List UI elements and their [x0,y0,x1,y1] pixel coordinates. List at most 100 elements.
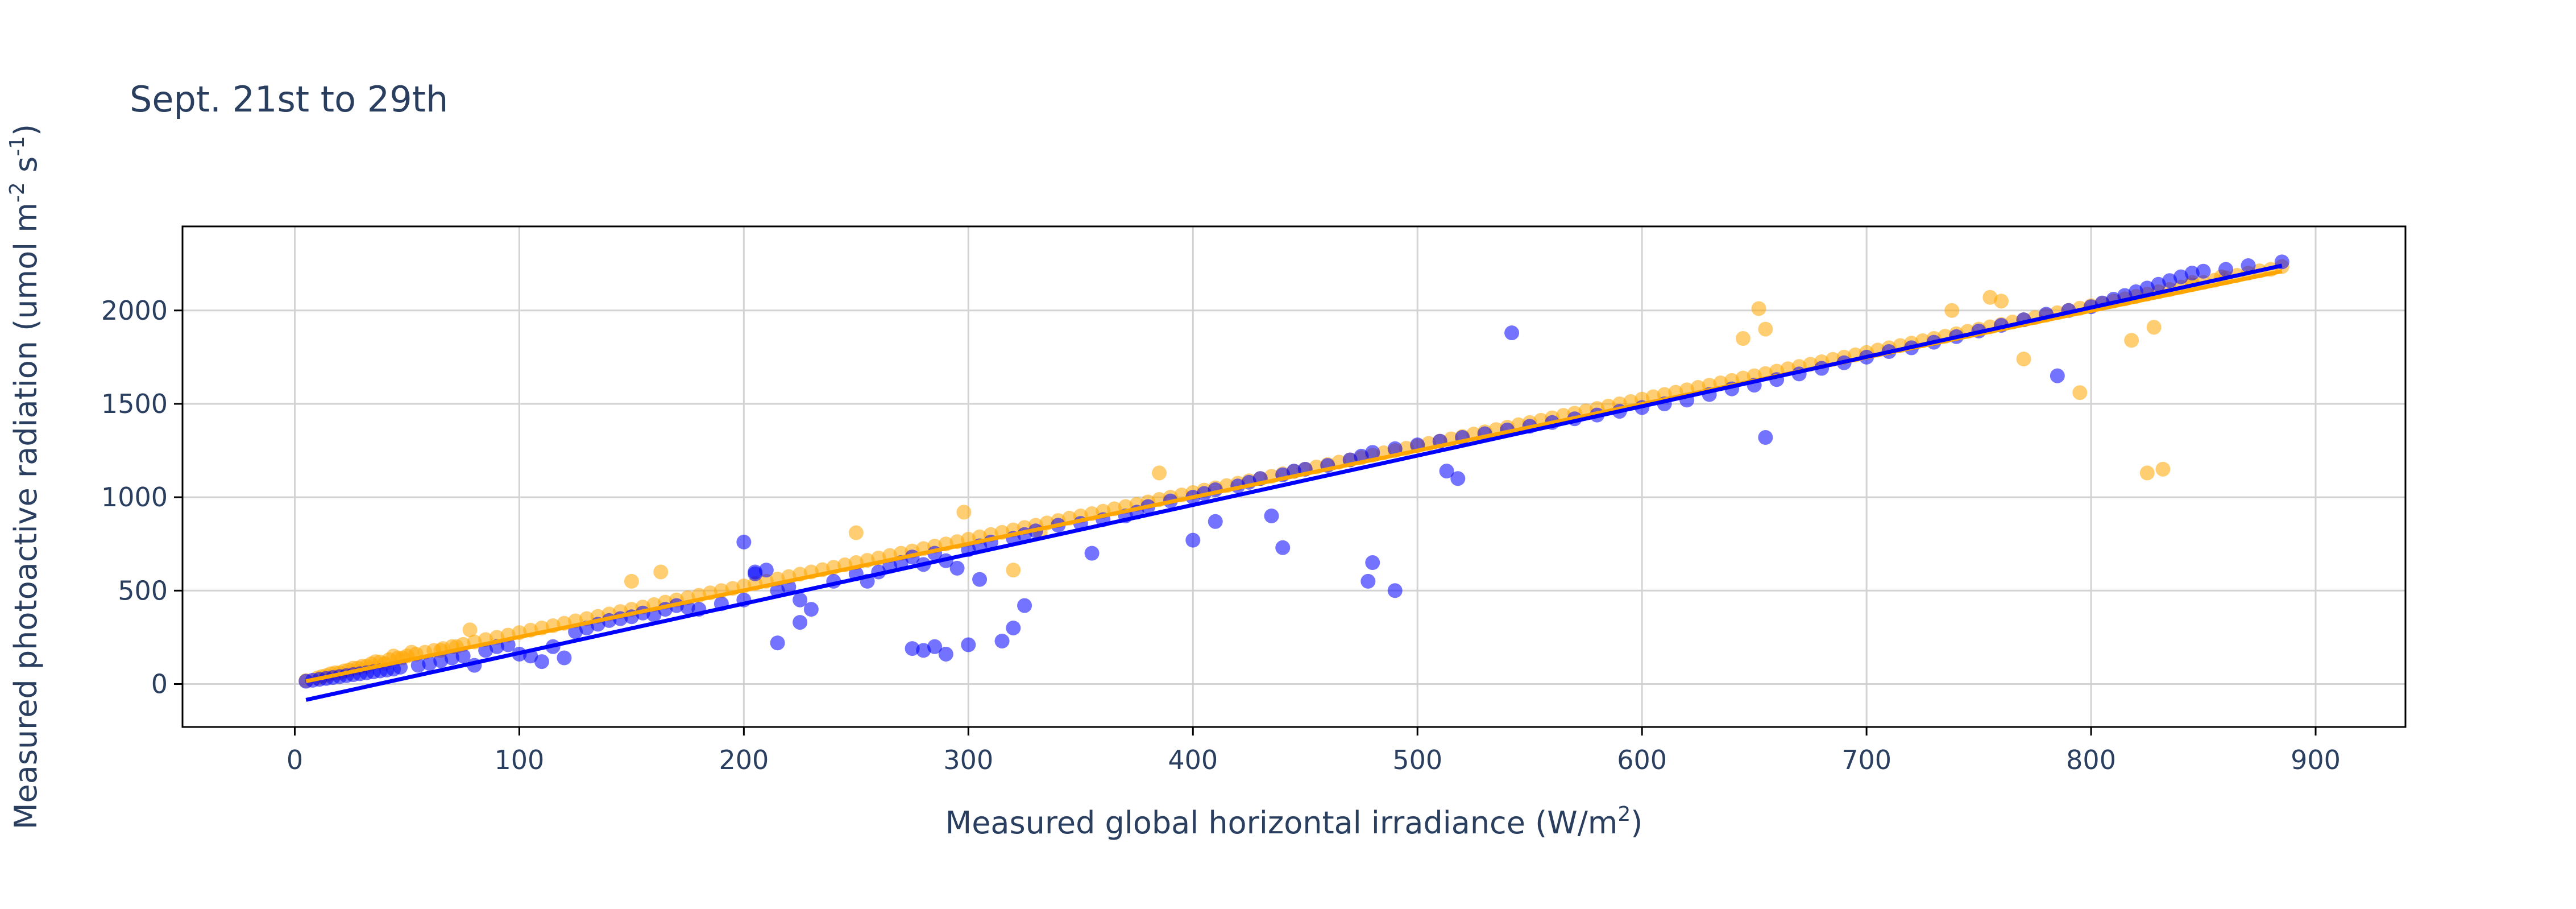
scatter-point [1365,555,1380,571]
scatter-point [848,525,864,540]
scatter-point [2072,385,2088,400]
x-tick-label: 400 [1168,745,1218,775]
scatter-point [1084,546,1100,561]
scatter-point [1275,540,1291,555]
y-axis-label-sup1: -2 [6,182,29,203]
x-tick-label: 0 [287,745,303,775]
plot-frame [181,225,2407,728]
x-tick-label: 800 [2066,745,2116,775]
x-tick-label: 100 [495,745,545,775]
scatter-point [1994,294,2009,309]
chart-title: Sept. 21st to 29th [130,78,448,120]
scatter-point [1439,464,1454,479]
scatter-point [2173,269,2189,284]
scatter-point [938,646,953,662]
scatter-point [2050,368,2065,383]
scatter-point [444,650,459,666]
scatter-point [1006,620,1021,635]
y-tick-label: 1500 [101,389,168,419]
x-axis-label-sup: 2 [1617,803,1631,826]
scatter-point [2241,258,2256,273]
scatter-point [1982,290,1998,305]
x-tick-label: 700 [1841,745,1891,775]
scatter-point [1208,514,1223,529]
scatter-point [1751,301,1766,316]
scatter-point [1735,331,1750,346]
y-tick-labels: 0 500 1000 1500 2000 [101,295,182,699]
scatter-point [803,602,819,617]
scatter-point [748,566,763,581]
x-axis-label-suffix: ) [1631,805,1642,841]
x-tick-labels: 0 100 200 300 400 500 600 700 800 900 [287,727,2341,775]
x-tick-label: 200 [719,745,769,775]
scatter-point [1504,325,1520,341]
x-axis-label: Measured global horizontal irradiance (W… [945,803,1643,841]
y-tick-label: 2000 [101,295,168,326]
scatter-point [1387,583,1403,598]
y-axis-label-suffix: ) [8,124,44,136]
scatter-point [2162,273,2177,288]
scatter-point [905,641,920,656]
x-axis-label-main: Measured global horizontal irradiance (W… [945,805,1618,841]
scatter-point [972,572,988,587]
scatter-point [1758,430,1773,445]
scatter-point [2139,465,2155,481]
scatter-point [2146,320,2162,335]
x-tick-label: 300 [943,745,993,775]
x-tick-label: 600 [1617,745,1667,775]
scatter-point [2151,276,2166,292]
scatter-point [1360,573,1376,589]
scatter-point [1450,471,1466,486]
y-tick-label: 0 [151,668,168,699]
scatter-point [557,650,572,666]
scatter-point [736,534,752,549]
scatter-point [2184,266,2200,281]
scatter-point [2196,263,2211,279]
scatter-point [462,622,478,638]
scatter-point [2155,461,2171,477]
scatter-point [1365,445,1380,460]
scatter-point [1006,563,1021,578]
scatter-point [1758,321,1773,337]
scatter-point [1387,441,1403,456]
scatter-point [1017,598,1032,613]
scatter-point [770,635,785,651]
scatter-point [994,633,1010,648]
scatter-point [410,658,426,673]
x-tick-label: 900 [2291,745,2341,775]
scatter-point [1264,508,1279,523]
scatter-point [793,592,808,608]
scatter-point [2139,280,2155,296]
scatter-point [1944,303,1960,318]
scatter-point [624,573,639,589]
scatter-point [961,637,976,652]
y-axis-label-main: Measured photoactive radiation (umol m [8,203,44,829]
scatter-point [653,564,669,580]
scatter-point [758,563,774,578]
scatter-point [1185,532,1201,548]
scatter-point [2016,352,2031,367]
y-axis-label: Measured photoactive radiation (umol m-2… [6,124,44,829]
scatter-point [1152,465,1167,481]
x-tick-label: 500 [1392,745,1442,775]
scatter-point [455,648,471,664]
scatter-point [433,653,449,668]
scatter-point [949,560,965,576]
fit-line [305,263,2283,702]
scatter-point [422,656,437,671]
scatter-point [916,643,931,658]
series-group-1 [298,254,2289,689]
scatter-point [2218,262,2234,277]
y-axis-label-mid: s [8,156,44,182]
scatter-point [956,505,972,520]
y-tick-label: 500 [118,575,168,606]
scatter-point [2124,333,2139,348]
scatter-point [927,639,943,654]
y-axis-label-sup2: -1 [6,136,29,156]
scatter-point [793,615,808,630]
fit-lines-layer [305,263,2283,702]
scatter-point [534,654,549,670]
